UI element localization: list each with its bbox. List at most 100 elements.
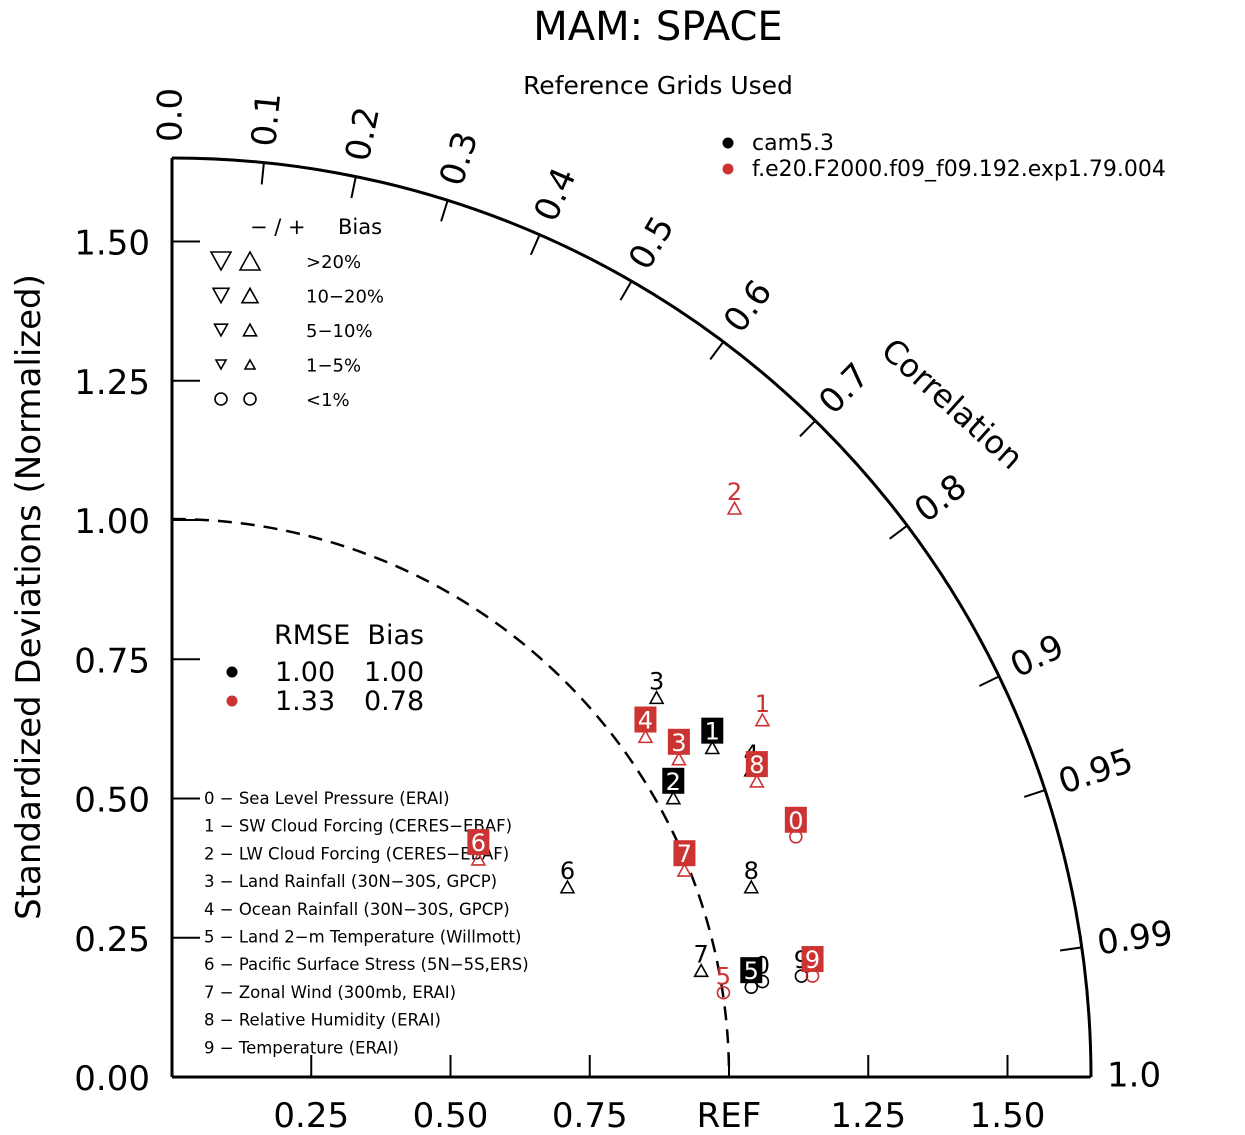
correlation-tick-mark <box>1023 789 1046 798</box>
correlation-tick-label: 0.95 <box>1054 741 1138 803</box>
point-circle-marker <box>716 985 731 1000</box>
variable-legend: 0 − Sea Level Pressure (ERAI) 1 − SW Clou… <box>204 789 529 1057</box>
correlation-tick-mark <box>1059 946 1083 952</box>
correlation-tick-mark <box>709 341 725 360</box>
correlation-tick-label: 0.7 <box>811 356 877 423</box>
point-triangle-marker <box>693 962 710 978</box>
correlation-tick-mark <box>529 234 541 256</box>
point-triangle-marker <box>470 851 487 866</box>
point-triangle-marker <box>704 740 721 755</box>
variable-legend-item: 7 − Zonal Wind (300mb, ERAI) <box>204 983 456 1002</box>
point-label-box <box>740 957 763 984</box>
bias-legend-sign: − / + <box>250 215 306 239</box>
point-triangle-marker <box>743 879 760 894</box>
bias-down-triangle-icon <box>211 287 231 305</box>
point-label: 9 <box>805 946 820 974</box>
outer-arc <box>171 156 1093 1078</box>
correlation-tick-label: 0.6 <box>716 273 780 340</box>
bias-down-triangle-icon <box>213 323 229 338</box>
point-label-box <box>662 767 685 794</box>
point-label: 6 <box>560 857 575 885</box>
point-label-box <box>745 751 768 778</box>
variable-legend-item: 0 − Sea Level Pressure (ERAI) <box>204 789 450 808</box>
y-tick-label: 1.50 <box>74 224 150 264</box>
data-point: 3 <box>667 728 690 766</box>
data-point: 7 <box>673 840 696 877</box>
point-label-box <box>701 717 724 744</box>
correlation-tick-label: 0.3 <box>432 127 486 191</box>
correlation-tick-label: 0.8 <box>907 466 974 530</box>
rmse-legend: RMSE Bias 1.00 1.001.33 0.78 <box>226 620 424 717</box>
point-label-box <box>634 706 657 733</box>
point-circle-marker <box>794 969 809 983</box>
y-axis-label: Standardized Deviations (Normalized) <box>9 274 49 920</box>
correlation-tick-label: 0.9 <box>1004 627 1070 687</box>
data-point: 2 <box>726 478 743 515</box>
bias-up-triangle-icon <box>238 250 262 271</box>
variable-legend-item: 4 − Ocean Rainfall (30N−30S, GPCP) <box>204 900 510 919</box>
y-tick-label: 0.25 <box>74 920 150 960</box>
point-label-box <box>801 946 824 973</box>
point-label: 5 <box>716 963 731 991</box>
bias-legend-label: >20% <box>306 252 361 273</box>
point-label-box <box>673 840 696 867</box>
variable-legend-item: 5 − Land 2−m Temperature (Willmott) <box>204 928 521 947</box>
data-point: 3 <box>648 668 665 705</box>
point-triangle-marker <box>559 879 576 894</box>
data-points: 01234567890123456789 <box>467 478 824 1000</box>
bias-legend-label: 1−5% <box>306 356 361 377</box>
correlation-tick-mark <box>440 199 449 222</box>
correlation-tick-label: 0.4 <box>526 162 584 228</box>
bias-up-triangle-icon <box>242 322 258 337</box>
point-label: 8 <box>744 857 759 885</box>
point-triangle-marker <box>754 712 771 727</box>
variable-legend-item: 9 − Temperature (ERAI) <box>204 1038 399 1057</box>
x-tick-label: 0.50 <box>413 1096 489 1135</box>
ref-arc <box>171 517 731 1078</box>
variable-legend-item: 6 − Pacific Surface Stress (5N−5S,ERS) <box>204 955 529 974</box>
correlation-tick-mark <box>978 675 1000 687</box>
bias-value: 1.00 <box>364 657 424 688</box>
point-triangle-marker <box>748 773 765 788</box>
bias-up-triangle-icon <box>240 286 260 304</box>
data-point: 5 <box>740 957 763 994</box>
axes-frame <box>170 156 1093 1079</box>
point-triangle-marker <box>665 790 682 805</box>
y-axis-ticks: 0.00 0.25 0.50 0.75 1.00 1.25 1.50 <box>74 224 200 1099</box>
correlation-tick-mark <box>260 162 265 185</box>
point-label-box <box>467 829 490 856</box>
data-point: 1 <box>754 690 771 727</box>
bias-circle-icon <box>243 392 257 406</box>
case-legend: cam5.3f.e20.F2000.f09_f09.192.exp1.79.00… <box>722 131 1166 182</box>
y-tick-label: 1.25 <box>74 363 150 403</box>
bias-down-triangle-icon <box>209 251 233 272</box>
bias-circle-icon <box>214 392 228 406</box>
point-label: 0 <box>788 807 803 835</box>
data-point: 0 <box>784 806 807 844</box>
y-tick-label: 0.75 <box>74 641 150 681</box>
case-legend-label: cam5.3 <box>752 131 834 156</box>
correlation-tick-mark <box>350 176 357 199</box>
point-label-box <box>784 806 807 833</box>
correlation-tick-label: 1.0 <box>1107 1056 1161 1096</box>
data-point: 2 <box>662 767 685 805</box>
rmse-legend-header: RMSE Bias <box>274 620 424 651</box>
point-label: 7 <box>677 840 692 868</box>
correlation-tick-mark <box>889 524 908 540</box>
x-axis-ticks: 0.25 0.50 0.75 REF 1.25 1.50 <box>273 1055 1045 1135</box>
point-triangle-marker <box>648 690 665 705</box>
x-tick-label: 0.25 <box>273 1096 349 1135</box>
data-point: 8 <box>743 857 760 894</box>
x-tick-label: 1.50 <box>970 1096 1046 1135</box>
point-triangle-marker <box>676 862 693 877</box>
bias-legend-header: Bias <box>338 215 382 239</box>
point-label: 3 <box>649 668 664 696</box>
data-point: 1 <box>701 717 724 755</box>
correlation-label: Correlation <box>874 331 1031 477</box>
x-tick-label: 1.25 <box>830 1096 906 1135</box>
bias-value: 0.78 <box>364 686 424 717</box>
y-tick-label: 0.50 <box>74 781 150 821</box>
point-label: 5 <box>744 957 759 985</box>
point-label: 7 <box>694 940 709 968</box>
